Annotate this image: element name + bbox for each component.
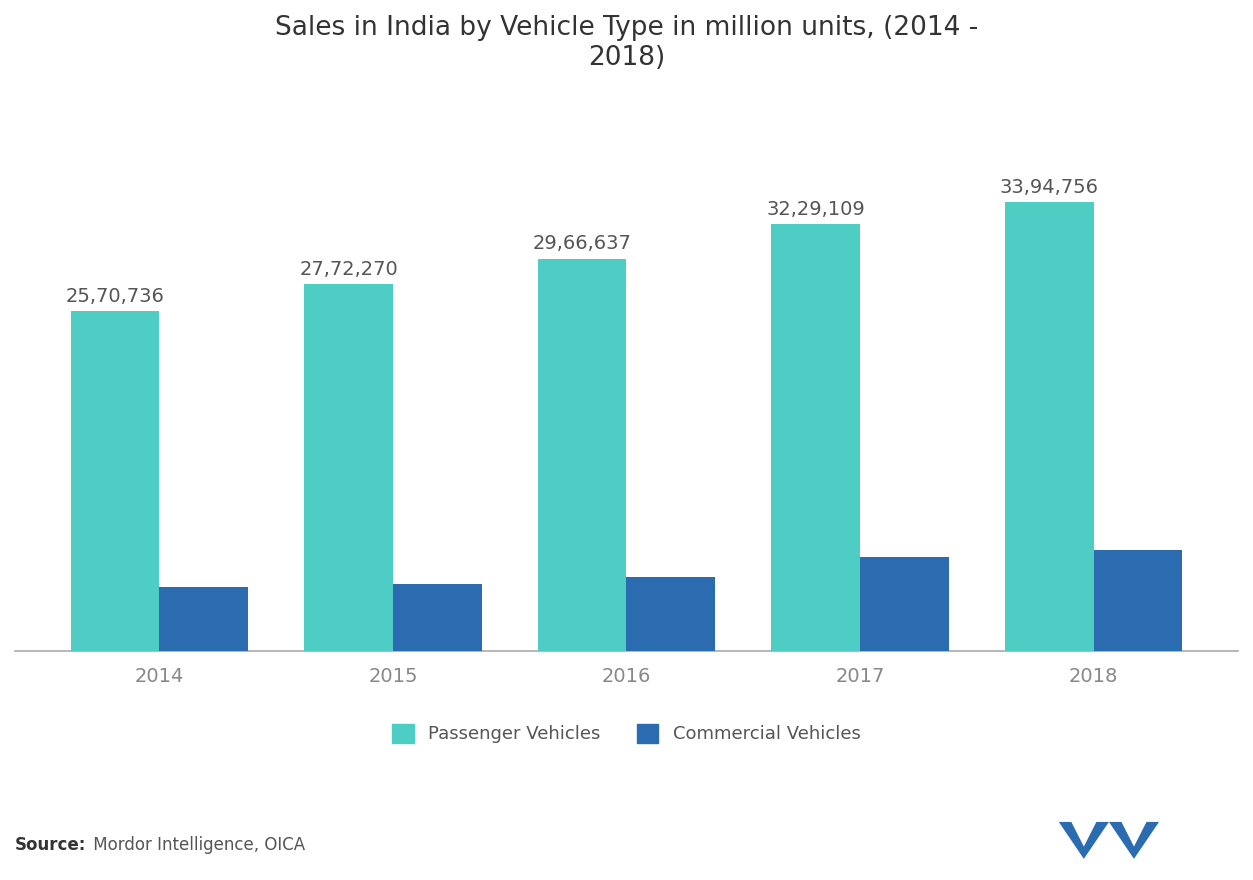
Bar: [70, 311, 159, 650]
Legend: Passenger Vehicles, Commercial Vehicles: Passenger Vehicles, Commercial Vehicles: [383, 715, 870, 752]
Bar: [159, 587, 248, 650]
Bar: [1094, 550, 1183, 650]
Bar: [538, 259, 626, 650]
Bar: [860, 557, 949, 650]
Text: Mordor Intelligence, OICA: Mordor Intelligence, OICA: [88, 836, 304, 854]
Text: 29,66,637: 29,66,637: [533, 234, 632, 253]
Bar: [772, 224, 860, 650]
Text: 33,94,756: 33,94,756: [1000, 178, 1099, 196]
Text: 27,72,270: 27,72,270: [299, 260, 398, 279]
Text: 25,70,736: 25,70,736: [65, 287, 164, 305]
Polygon shape: [1109, 822, 1159, 859]
Bar: [393, 584, 481, 650]
Bar: [626, 576, 715, 650]
Bar: [1005, 202, 1094, 650]
Text: 32,29,109: 32,29,109: [767, 200, 865, 218]
Text: Source:: Source:: [15, 836, 86, 854]
Bar: [304, 284, 393, 650]
Polygon shape: [1059, 822, 1109, 859]
Title: Sales in India by Vehicle Type in million units, (2014 -
2018): Sales in India by Vehicle Type in millio…: [274, 15, 979, 71]
